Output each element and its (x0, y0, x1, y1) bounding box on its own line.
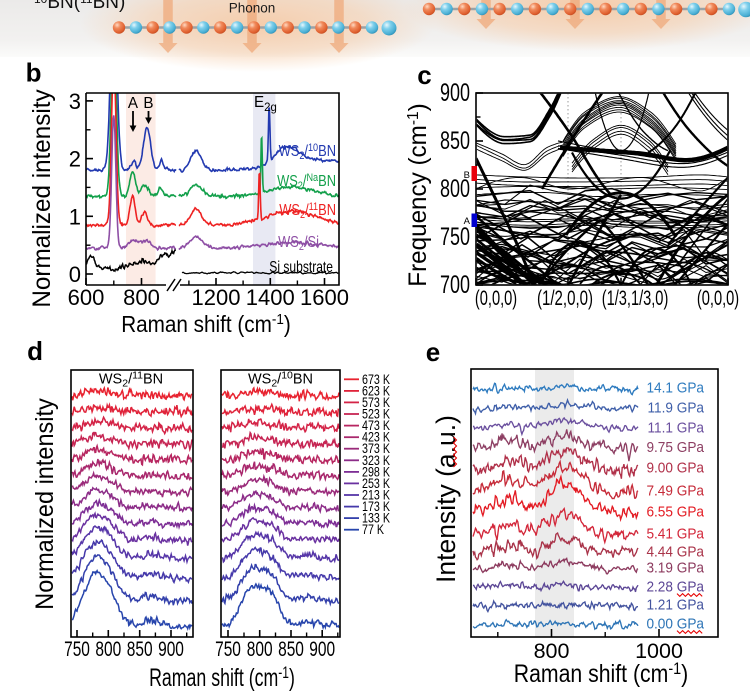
svg-text:(1/2,0,0): (1/2,0,0) (537, 285, 593, 309)
svg-text:9.75 GPa: 9.75 GPa (646, 439, 704, 455)
svg-text:623 K: 623 K (362, 383, 390, 398)
svg-text:173 K: 173 K (362, 499, 390, 514)
svg-text:c: c (417, 60, 431, 90)
svg-text:Si substrate: Si substrate (269, 258, 333, 276)
svg-text:WS2/10BN: WS2/10BN (248, 370, 313, 390)
svg-text:11.1 GPa: 11.1 GPa (647, 419, 704, 435)
svg-text:800: 800 (247, 636, 273, 660)
svg-text:213 K: 213 K (362, 487, 390, 502)
svg-text:800: 800 (95, 636, 121, 660)
svg-text:WS2/11BN: WS2/11BN (99, 370, 163, 390)
svg-text:(1/3,1/3,0): (1/3,1/3,0) (602, 285, 669, 310)
svg-text:800: 800 (123, 285, 160, 310)
svg-text:473 K: 473 K (362, 418, 390, 433)
svg-text:1.21 GPa: 1.21 GPa (646, 596, 704, 612)
svg-text:298 K: 298 K (362, 464, 390, 479)
svg-text:d: d (27, 336, 43, 366)
svg-text:0.00 GPa: 0.00 GPa (646, 615, 704, 631)
svg-text:900: 900 (309, 636, 335, 660)
svg-text:673 K: 673 K (362, 372, 390, 387)
svg-text:WS2/NaBN: WS2/NaBN (277, 172, 336, 192)
svg-text:1400: 1400 (246, 285, 295, 310)
svg-text:1600: 1600 (300, 285, 349, 310)
svg-text:WS2/11BN: WS2/11BN (279, 201, 336, 221)
svg-text:(0,0,0): (0,0,0) (475, 285, 517, 310)
svg-text:133 K: 133 K (362, 510, 390, 525)
svg-text:Intensity (a.u.): Intensity (a.u.) (431, 415, 461, 583)
svg-text:WS2/10BN: WS2/10BN (279, 142, 336, 162)
svg-text:Normalized intensity: Normalized intensity (29, 89, 56, 308)
svg-text:Phonon: Phonon (229, 1, 276, 16)
svg-text:6.55 GPa: 6.55 GPa (646, 503, 704, 519)
svg-text:9.00 GPa: 9.00 GPa (646, 459, 704, 475)
svg-text:3: 3 (69, 89, 81, 114)
svg-text:11.9 GPa: 11.9 GPa (647, 399, 704, 415)
svg-text:(0,0,0): (0,0,0) (697, 285, 739, 310)
svg-text:850: 850 (278, 636, 304, 660)
svg-text:750: 750 (440, 222, 470, 251)
svg-text:600: 600 (68, 285, 105, 310)
svg-text:77 K: 77 K (362, 522, 384, 537)
svg-text:573 K: 573 K (362, 395, 390, 410)
svg-text:850: 850 (127, 636, 153, 660)
svg-text:2: 2 (69, 147, 81, 172)
svg-text:0: 0 (69, 262, 81, 287)
svg-text:1: 1 (69, 204, 81, 229)
svg-text:Raman shift (cm-1): Raman shift (cm-1) (121, 311, 291, 337)
svg-text:10BN(11BN): 10BN(11BN) (34, 0, 125, 13)
svg-text:800: 800 (440, 174, 470, 203)
svg-text:373 K: 373 K (362, 441, 390, 456)
svg-text:900: 900 (440, 78, 470, 107)
svg-text:Raman shift (cm-1): Raman shift (cm-1) (514, 659, 689, 687)
svg-text:A: A (128, 95, 139, 112)
svg-text:Frequency (cm-1): Frequency (cm-1) (405, 103, 432, 286)
svg-text:b: b (26, 58, 42, 88)
svg-text:4.44 GPa: 4.44 GPa (646, 543, 704, 559)
svg-text:1000: 1000 (635, 639, 683, 663)
svg-text:A: A (464, 216, 471, 227)
svg-text:14.1 GPa: 14.1 GPa (646, 379, 704, 395)
svg-text:5.41 GPa: 5.41 GPa (646, 525, 704, 541)
svg-text:900: 900 (158, 636, 184, 660)
svg-text:B: B (143, 95, 153, 112)
svg-text:WS2/Si: WS2/Si (278, 234, 319, 253)
svg-text:423 K: 423 K (362, 430, 390, 445)
svg-text:850: 850 (440, 126, 470, 155)
svg-text:523 K: 523 K (362, 406, 390, 421)
svg-text:Raman shift (cm-1): Raman shift (cm-1) (149, 663, 295, 692)
svg-text:750: 750 (64, 636, 90, 660)
svg-text:1200: 1200 (192, 285, 241, 310)
svg-text:3.19 GPa: 3.19 GPa (646, 559, 704, 575)
svg-text:800: 800 (534, 639, 570, 663)
svg-text:e: e (426, 337, 440, 367)
svg-text:2.28 GPa: 2.28 GPa (646, 578, 704, 594)
svg-text:B: B (464, 170, 470, 181)
svg-text:323 K: 323 K (362, 453, 390, 468)
svg-text:750: 750 (215, 636, 241, 660)
svg-text:253 K: 253 K (362, 476, 390, 491)
svg-text:Normalized intensity: Normalized intensity (31, 397, 59, 609)
svg-text:700: 700 (440, 270, 470, 299)
svg-text:7.49 GPa: 7.49 GPa (646, 482, 704, 498)
